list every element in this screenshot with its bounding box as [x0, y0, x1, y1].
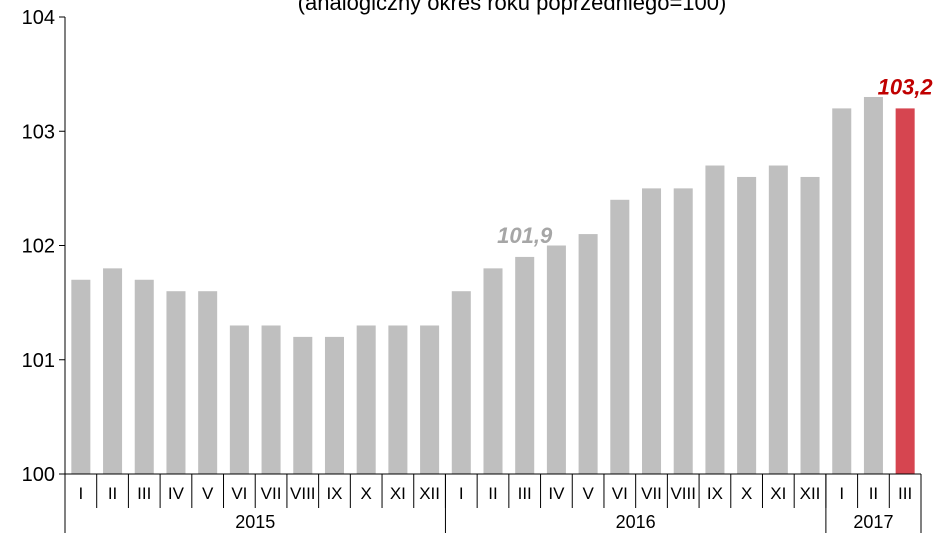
x-tick-label: VI	[612, 484, 628, 503]
bars-group	[71, 96, 915, 475]
annotations-group: 101,9 103,2	[497, 74, 933, 248]
bar	[705, 165, 725, 474]
bar	[863, 96, 883, 474]
x-tick-label: II	[108, 484, 117, 503]
x-tick-label: VIII	[670, 484, 696, 503]
bar	[420, 325, 440, 474]
data-label: 103,2	[878, 74, 934, 99]
bar	[546, 245, 566, 474]
x-tick-label: III	[518, 484, 532, 503]
bar	[261, 325, 281, 474]
x-tick-label: XI	[770, 484, 786, 503]
x-tick-label: XI	[390, 484, 406, 503]
bar	[134, 279, 154, 474]
bar	[451, 291, 471, 474]
bar	[642, 188, 662, 474]
x-tick-label: XII	[419, 484, 440, 503]
bar	[737, 176, 757, 474]
x-tick-label: V	[202, 484, 214, 503]
bar	[768, 165, 788, 474]
x-tick-label: VIII	[290, 484, 316, 503]
x-tick-label: I	[839, 484, 844, 503]
bar	[895, 108, 915, 475]
x-tick-label: II	[869, 484, 878, 503]
x-tick-label: VII	[261, 484, 282, 503]
y-tick-label: 103	[22, 121, 55, 143]
x-tick-label: III	[137, 484, 151, 503]
year-label: 2016	[616, 512, 656, 532]
bar	[610, 199, 630, 475]
bar	[293, 336, 313, 474]
bar	[71, 279, 91, 474]
x-tick-label: VI	[231, 484, 247, 503]
x-tick-label: II	[488, 484, 497, 503]
y-tick-label: 101	[22, 350, 55, 372]
x-tick-label: VII	[641, 484, 662, 503]
bar	[388, 325, 408, 474]
bar	[800, 176, 820, 474]
bar	[356, 325, 376, 474]
bar	[103, 268, 123, 474]
bar	[515, 256, 535, 474]
y-tick-label: 104	[22, 7, 55, 29]
x-tick-label: III	[898, 484, 912, 503]
x-axis: I II III IV V VI VII VIII IX X XI XII I II III IV V VI VII…	[64, 473, 922, 533]
bar	[832, 108, 852, 475]
x-tick-label: IX	[326, 484, 342, 503]
bar	[673, 188, 693, 474]
chart-subtitle: (analogiczny okres roku poprzedniego=100…	[298, 0, 727, 15]
x-tick-label: XII	[800, 484, 821, 503]
bar	[229, 325, 249, 474]
year-label: 2015	[235, 512, 275, 532]
bar	[198, 291, 218, 474]
x-tick-label: IV	[548, 484, 565, 503]
x-tick-label: V	[582, 484, 594, 503]
year-label: 2017	[853, 512, 893, 532]
x-tick-label: I	[459, 484, 464, 503]
bar	[166, 291, 186, 474]
x-tick-label: X	[361, 484, 372, 503]
x-tick-label: IV	[168, 484, 185, 503]
bar	[324, 336, 344, 474]
bar	[483, 268, 503, 474]
data-label: 101,9	[497, 223, 553, 248]
x-tick-label: IX	[707, 484, 723, 503]
bar	[578, 234, 598, 474]
x-tick-label: X	[741, 484, 752, 503]
y-tick-label: 100	[22, 464, 55, 486]
y-axis: 100 101 102 103 104	[22, 7, 66, 486]
x-tick-label: I	[78, 484, 83, 503]
y-tick-label: 102	[22, 236, 55, 258]
